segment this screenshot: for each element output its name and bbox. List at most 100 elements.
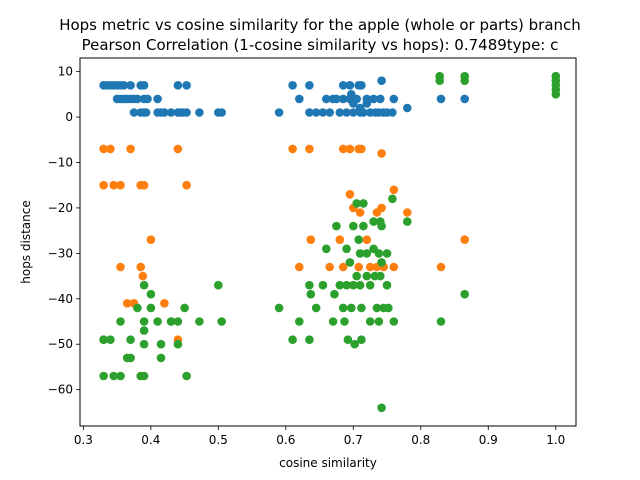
data-point-s2-63: [362, 271, 372, 281]
y-tick-label: −20: [48, 201, 73, 215]
data-point-s2-43: [338, 303, 348, 313]
y-tick-label: −30: [48, 246, 73, 260]
data-point-s2-73: [376, 271, 385, 281]
data-point-s2-16: [195, 317, 204, 326]
data-point-s2-79: [382, 280, 392, 290]
data-point-s1-44: [436, 262, 446, 272]
plot-frame: [79, 57, 577, 427]
data-point-s1-31: [377, 203, 386, 213]
data-point-s1-24: [357, 144, 366, 154]
data-point-s1-12: [116, 262, 125, 272]
chart-title-line2: Pearson Correlation (1-cosine similarity…: [82, 36, 559, 54]
data-point-s1-3: [173, 144, 183, 154]
data-point-s2-32: [295, 317, 304, 326]
data-point-s2-66: [369, 217, 378, 226]
data-point-s3-8: [551, 90, 561, 99]
data-point-s0-73: [403, 103, 412, 113]
data-point-s2-56: [355, 249, 365, 258]
data-point-s0-38: [288, 81, 297, 90]
data-point-s2-8: [126, 335, 135, 345]
data-point-s1-4: [99, 180, 108, 190]
x-tick-label: 1.0: [546, 433, 565, 447]
x-tick-label: 0.4: [141, 433, 160, 447]
data-point-s0-25: [141, 108, 151, 117]
x-tick-label: 0.5: [209, 433, 228, 447]
data-point-s2-47: [343, 335, 353, 345]
y-tick-label: −50: [48, 337, 73, 351]
data-point-s2-20: [156, 353, 166, 363]
data-point-s2-71: [374, 317, 384, 326]
data-point-s0-9: [139, 81, 149, 90]
x-axis: 0.3 0.4 0.5 0.6 0.7 0.8 0.9 1.0: [74, 426, 565, 447]
data-point-s1-36: [335, 235, 345, 244]
data-point-s2-49: [347, 303, 356, 313]
data-point-s2-61: [359, 221, 368, 231]
data-point-s2-35: [306, 289, 316, 299]
x-tick-label: 0.3: [74, 433, 93, 447]
data-point-s2-55: [354, 235, 364, 244]
data-point-s2-48: [345, 258, 355, 267]
data-point-s1-21: [338, 144, 348, 154]
data-point-s2-58: [357, 303, 366, 313]
data-points: [99, 71, 561, 413]
data-point-s0-20: [143, 94, 152, 104]
data-point-s0-29: [166, 108, 176, 117]
data-point-s2-33: [305, 335, 314, 345]
data-point-s2-4: [139, 371, 149, 381]
data-point-s2-60: [359, 199, 368, 208]
data-point-s1-42: [389, 262, 399, 272]
data-point-s2-80: [384, 303, 393, 313]
data-point-s0-6: [119, 81, 129, 90]
data-point-s0-41: [305, 108, 314, 117]
data-point-s1-38: [362, 235, 372, 244]
data-point-s2-39: [328, 317, 338, 326]
data-point-s1-33: [295, 262, 304, 272]
data-point-s2-5: [182, 371, 191, 381]
data-point-s1-34: [306, 235, 316, 244]
data-point-s1-11: [136, 262, 145, 272]
data-point-s2-84: [436, 317, 446, 326]
x-tick-label: 0.8: [411, 433, 430, 447]
data-point-s2-54: [352, 271, 362, 281]
data-point-s1-1: [106, 144, 115, 154]
data-point-s1-32: [403, 208, 412, 217]
data-point-s0-21: [153, 94, 162, 104]
data-point-s1-27: [345, 190, 355, 199]
data-point-s2-75: [377, 258, 386, 267]
data-point-s1-25: [377, 149, 386, 158]
data-point-s1-35: [325, 262, 335, 272]
data-point-s2-40: [330, 289, 339, 299]
data-point-s1-45: [460, 235, 470, 244]
y-axis: −60 −50 −40 −30 −20 −10 0 10: [48, 65, 80, 397]
x-tick-label: 0.6: [276, 433, 295, 447]
y-tick-label: −10: [48, 155, 73, 169]
data-point-s0-76: [349, 99, 358, 108]
data-point-s0-68: [377, 76, 386, 85]
data-point-s0-44: [322, 94, 331, 104]
data-point-s1-29: [355, 208, 365, 217]
data-point-s0-61: [359, 108, 368, 117]
data-point-s2-28: [214, 280, 223, 290]
data-point-s0-40: [305, 81, 314, 90]
data-point-s0-36: [217, 108, 226, 117]
data-point-s2-10: [156, 339, 166, 349]
data-point-s2-0: [99, 371, 108, 381]
data-point-s2-15: [173, 317, 183, 326]
data-point-s2-42: [335, 280, 345, 290]
data-point-s2-81: [388, 194, 397, 204]
data-point-s0-18: [133, 94, 142, 104]
data-point-s1-2: [126, 144, 135, 154]
data-point-s2-59: [357, 335, 366, 345]
data-point-s0-45: [325, 108, 335, 117]
data-point-s1-8: [139, 180, 149, 190]
data-point-s2-29: [166, 317, 176, 326]
data-point-s2-34: [305, 280, 314, 290]
data-point-s2-1: [109, 371, 118, 381]
data-point-s2-30: [274, 303, 284, 313]
data-point-s0-10: [173, 81, 183, 90]
data-point-s0-60: [357, 81, 366, 90]
data-point-s2-21: [133, 303, 142, 313]
data-point-s0-51: [342, 108, 351, 117]
data-point-s2-23: [180, 303, 189, 313]
data-point-s2-64: [365, 280, 375, 290]
